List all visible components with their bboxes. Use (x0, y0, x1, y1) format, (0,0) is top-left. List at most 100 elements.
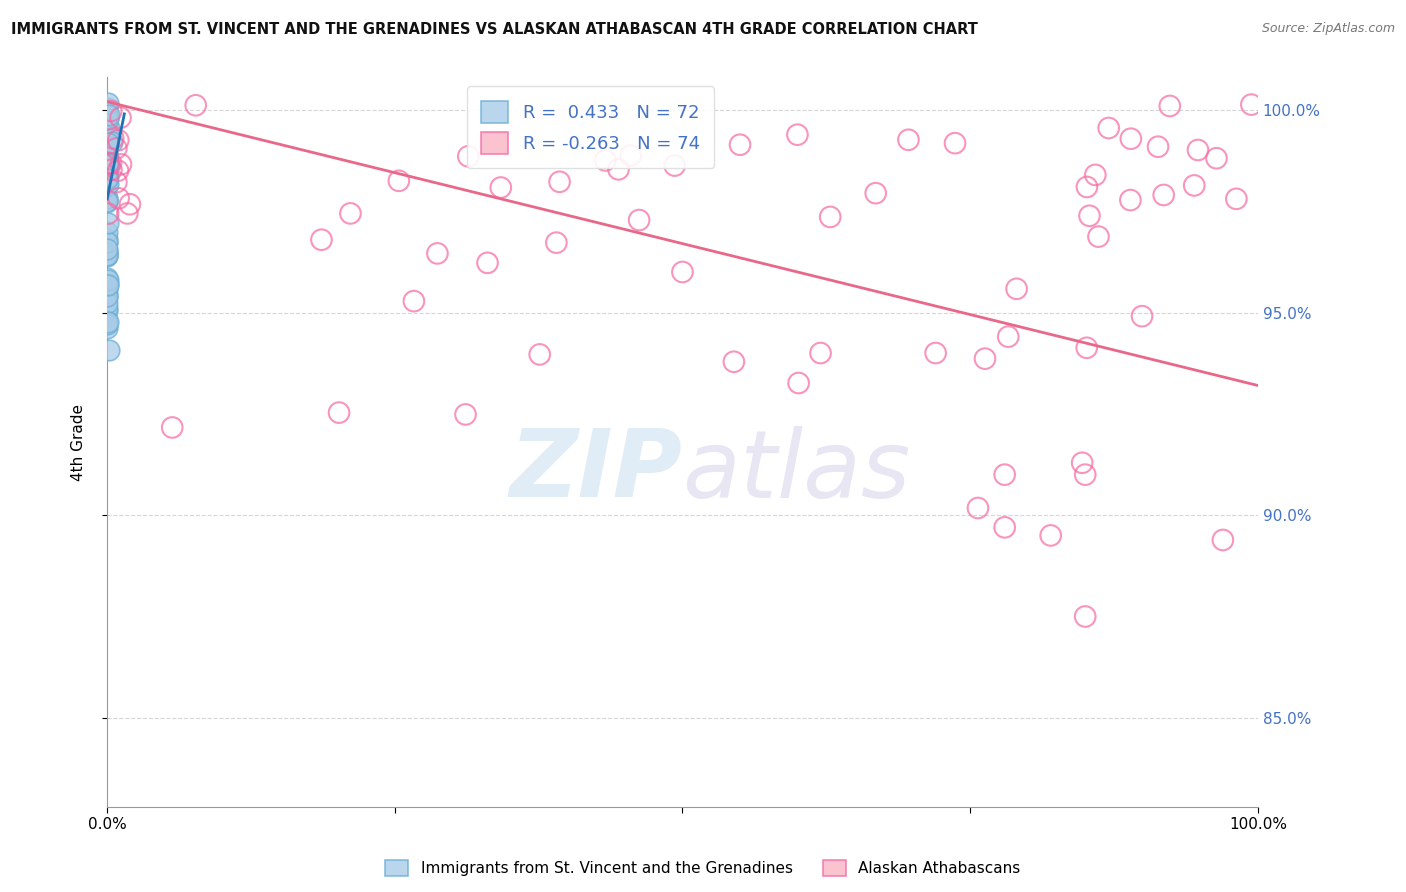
Point (96, 244, 118, 258)
Point (1147, 139, 1170, 153)
Point (117, 206, 139, 220)
Point (96, 149, 118, 163)
Point (96, 191, 118, 205)
Point (1039, 528, 1062, 542)
Point (96, 164, 118, 178)
Point (529, 347, 551, 361)
Point (96, 235, 118, 249)
Point (96, 159, 118, 173)
Point (96, 129, 118, 144)
Point (546, 235, 568, 250)
Point (97, 343, 120, 357)
Point (96, 317, 118, 331)
Point (974, 351, 997, 366)
Point (100, 135, 122, 149)
Point (311, 233, 333, 247)
Point (96, 235, 118, 250)
Point (1071, 456, 1094, 470)
Point (388, 174, 411, 188)
Legend: R =  0.433   N = 72, R = -0.263   N = 74: R = 0.433 N = 72, R = -0.263 N = 74 (467, 87, 714, 169)
Point (96, 169, 118, 184)
Point (96, 245, 118, 260)
Point (1084, 168, 1107, 182)
Point (620, 148, 643, 162)
Point (96, 194, 118, 208)
Point (107, 163, 129, 178)
Point (454, 408, 477, 422)
Point (96, 179, 118, 194)
Point (1182, 178, 1205, 193)
Point (100, 103, 122, 118)
Point (1187, 143, 1209, 157)
Point (97, 158, 120, 172)
Point (96, 232, 118, 246)
Text: IMMIGRANTS FROM ST. VINCENT AND THE GRENADINES VS ALASKAN ATHABASCAN 4TH GRADE C: IMMIGRANTS FROM ST. VINCENT AND THE GREN… (11, 22, 979, 37)
Point (1076, 341, 1098, 355)
Point (96, 314, 118, 328)
Point (339, 206, 361, 220)
Legend: Immigrants from St. Vincent and the Grenadines, Alaskan Athabascans: Immigrants from St. Vincent and the Gren… (380, 855, 1026, 882)
Point (107, 133, 129, 147)
Point (96, 106, 118, 120)
Point (97, 169, 120, 184)
Point (97, 273, 120, 287)
Point (96, 125, 118, 139)
Point (96, 148, 118, 162)
Point (96, 247, 118, 261)
Point (897, 133, 920, 147)
Point (96, 169, 118, 183)
Point (818, 210, 841, 224)
Point (96, 304, 118, 318)
Point (96, 125, 118, 139)
Point (1130, 309, 1153, 323)
Point (96, 137, 118, 152)
Point (607, 162, 630, 177)
Point (100, 162, 122, 177)
Point (96, 152, 118, 166)
Point (96, 138, 118, 153)
Point (1119, 131, 1142, 145)
Point (548, 175, 571, 189)
Point (97, 137, 120, 152)
Point (967, 501, 990, 516)
Point (105, 175, 128, 189)
Point (96, 147, 118, 161)
Point (96, 167, 118, 181)
Point (1074, 609, 1097, 624)
Point (96, 289, 118, 303)
Point (96, 314, 118, 328)
Point (1225, 192, 1247, 206)
Point (184, 98, 207, 112)
Point (118, 197, 141, 211)
Point (96, 195, 118, 210)
Point (107, 191, 129, 205)
Point (786, 128, 808, 142)
Point (97, 120, 120, 135)
Point (328, 406, 350, 420)
Point (96, 131, 118, 145)
Point (997, 329, 1019, 343)
Point (96, 157, 118, 171)
Point (96, 101, 118, 115)
Point (96, 140, 118, 154)
Point (105, 141, 128, 155)
Point (1098, 121, 1121, 136)
Point (97, 112, 120, 126)
Point (96, 249, 118, 263)
Point (1119, 193, 1142, 207)
Point (96, 172, 118, 186)
Point (96, 157, 118, 171)
Point (97, 156, 120, 170)
Point (595, 153, 617, 168)
Text: atlas: atlas (682, 425, 911, 516)
Point (96, 130, 118, 145)
Point (96, 271, 118, 285)
Point (1212, 533, 1234, 547)
Point (1240, 97, 1263, 112)
Point (96, 301, 118, 315)
Point (98, 108, 121, 122)
Point (96, 192, 118, 206)
Point (96, 170, 118, 185)
Point (96, 290, 118, 304)
Point (664, 159, 686, 173)
